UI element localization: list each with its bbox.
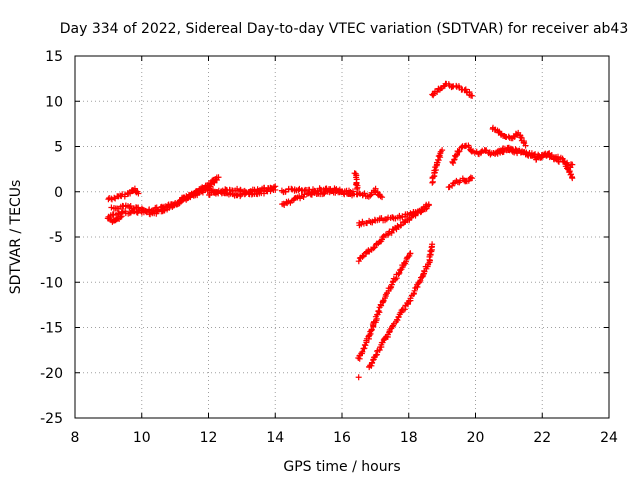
data-series-track xyxy=(489,124,529,149)
y-tick-label: -5 xyxy=(49,230,63,246)
data-series-track xyxy=(355,202,432,265)
x-tick-label: 20 xyxy=(467,430,485,446)
x-tick-label: 18 xyxy=(400,430,418,446)
y-tick-label: 5 xyxy=(54,140,63,156)
data-series-track xyxy=(506,146,562,165)
ticks: 8 10 12 14 16 18 20 22 24 15 10 5 0 -5 -10 -15 -20 -25 xyxy=(40,49,618,446)
data-series-track xyxy=(355,250,414,362)
data-series-track xyxy=(562,159,576,173)
y-tick-label: -15 xyxy=(40,321,63,337)
data-series-track xyxy=(429,147,446,186)
data-series-track xyxy=(355,374,362,381)
y-tick-label: -25 xyxy=(40,411,63,427)
x-tick-label: 8 xyxy=(71,430,80,446)
y-tick-label: -20 xyxy=(40,366,63,382)
data-series-track xyxy=(351,170,361,193)
data-series-track xyxy=(429,80,476,99)
chart-title: Day 334 of 2022, Sidereal Day-to-day VTE… xyxy=(60,21,629,37)
y-tick-label: 10 xyxy=(45,94,63,110)
data-series-track xyxy=(278,185,386,201)
data-series-track xyxy=(104,213,125,225)
x-axis-label: GPS time / hours xyxy=(283,459,400,475)
y-tick-label: 15 xyxy=(45,49,63,65)
x-tick-label: 10 xyxy=(133,430,151,446)
x-tick-label: 12 xyxy=(200,430,218,446)
y-tick-label: -10 xyxy=(40,275,63,291)
data-series-track xyxy=(179,183,279,203)
x-tick-label: 24 xyxy=(600,430,618,446)
y-tick-label: 0 xyxy=(54,185,63,201)
y-axis-label: SDTVAR / TECUs xyxy=(8,180,24,295)
data-series-track xyxy=(445,174,476,191)
x-tick-label: 16 xyxy=(333,430,351,446)
x-tick-label: 22 xyxy=(533,430,551,446)
data-series-track xyxy=(105,185,142,203)
data-series-track xyxy=(366,241,436,371)
grid-lines xyxy=(75,56,609,418)
x-tick-label: 14 xyxy=(266,430,284,446)
data-points xyxy=(104,80,576,381)
